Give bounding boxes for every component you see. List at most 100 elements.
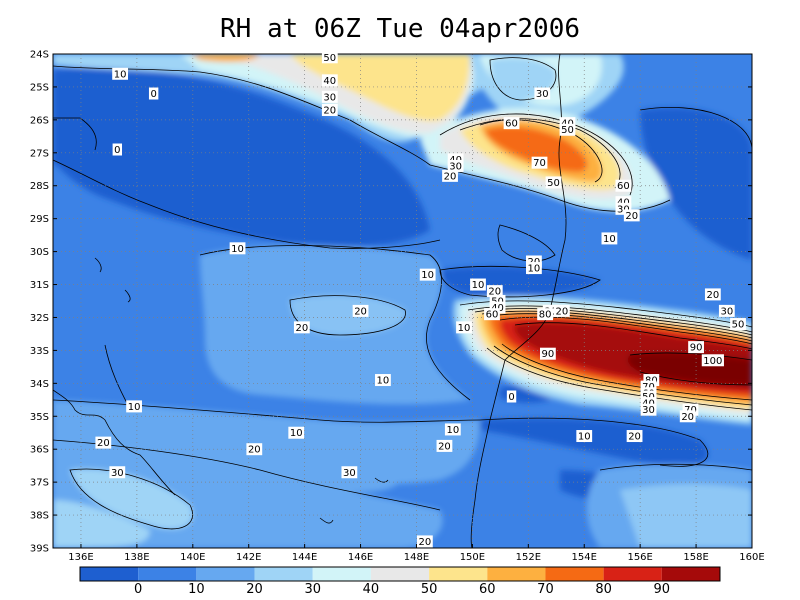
contour-label-text: 30 bbox=[449, 161, 462, 172]
grid-lines bbox=[53, 54, 752, 548]
contour-label-text: 10 bbox=[128, 402, 141, 413]
colorbar-swatch bbox=[196, 567, 255, 581]
contour-label: 10 bbox=[526, 262, 542, 275]
contour-label-text: 20 bbox=[97, 438, 110, 449]
colorbar: 0 10 20 30 40 50 60 70 80 90 bbox=[79, 566, 721, 597]
lat-tick-label: 32S bbox=[30, 313, 49, 324]
contour-label-layer: 5010400302030405060070403020506040302010… bbox=[95, 51, 746, 548]
contour-label-box bbox=[112, 67, 129, 80]
contour-label-text: 20 bbox=[706, 290, 719, 301]
lon-tick-label: 160E bbox=[739, 552, 764, 563]
contour-label-text: 20 bbox=[354, 306, 367, 317]
contour-label-box bbox=[375, 374, 391, 387]
lat-tick-label: 29S bbox=[30, 214, 49, 225]
contour-label-text: 10 bbox=[472, 280, 485, 291]
lat-tick-label: 24S bbox=[30, 50, 49, 61]
contour-label-box bbox=[526, 255, 542, 268]
contour-label-box bbox=[688, 341, 704, 354]
contour-label: 20 bbox=[416, 535, 433, 548]
lat-tick-label: 39S bbox=[30, 544, 49, 555]
contour-label-text: 70 bbox=[533, 158, 546, 169]
colorbar-swatch bbox=[545, 567, 604, 581]
contour-label-box bbox=[506, 390, 517, 403]
contour-label-text: 90 bbox=[542, 349, 555, 360]
colorbar-label: 60 bbox=[479, 582, 496, 597]
contour-label-box bbox=[293, 321, 310, 334]
lat-tick-label: 34S bbox=[30, 379, 49, 390]
lat-tick-label: 31S bbox=[30, 280, 49, 291]
lon-tick-label: 144E bbox=[292, 552, 317, 563]
contour-label-text: 20 bbox=[323, 105, 336, 116]
contour-label: 0 bbox=[506, 390, 517, 403]
contour-label-box bbox=[531, 156, 548, 169]
contour-label-text: 50 bbox=[561, 125, 574, 136]
contour-label-text: 80 bbox=[539, 310, 552, 321]
contour-label-box bbox=[640, 403, 657, 416]
contour-label: 30 bbox=[718, 304, 735, 317]
contour-label-box bbox=[539, 347, 556, 360]
contour-label: 30 bbox=[341, 466, 358, 479]
contour-label-box bbox=[526, 262, 542, 275]
colorbar-label: 0 bbox=[134, 582, 142, 597]
contour-label-box bbox=[576, 430, 593, 443]
contour-label-text: 20 bbox=[556, 306, 569, 317]
contour-label: 50 bbox=[559, 123, 576, 136]
contour-label-box bbox=[95, 436, 112, 449]
contour-label: 70 bbox=[531, 156, 548, 169]
contour-label-text: 60 bbox=[617, 181, 630, 192]
contour-label-text: 40 bbox=[323, 76, 336, 87]
contour-label-box bbox=[352, 304, 369, 317]
contour-label: 50 bbox=[730, 318, 746, 331]
contour-label-box bbox=[148, 87, 159, 100]
contour-label: 20 bbox=[321, 103, 338, 116]
contour-label-box bbox=[447, 159, 464, 172]
contour-label-text: 50 bbox=[547, 178, 560, 189]
contour-label-text: 0 bbox=[150, 89, 156, 100]
colorbar-label: 30 bbox=[304, 582, 321, 597]
contour-label-box bbox=[701, 354, 724, 367]
lat-tick-label: 26S bbox=[30, 115, 49, 126]
lon-tick-label: 146E bbox=[348, 552, 373, 563]
contour-label-text: 20 bbox=[625, 211, 638, 222]
contour-label: 100 bbox=[701, 354, 724, 367]
contour-label-box bbox=[553, 304, 570, 317]
contour-label-text: 30 bbox=[343, 468, 356, 479]
lon-tick-label: 158E bbox=[683, 552, 708, 563]
lat-tick-label: 28S bbox=[30, 181, 49, 192]
colorbar-swatch bbox=[487, 567, 546, 581]
lat-tick-label: 35S bbox=[30, 412, 49, 423]
contour-label-box bbox=[246, 443, 263, 456]
contour-label-text: 10 bbox=[114, 69, 127, 80]
colorbar-label: 80 bbox=[595, 582, 612, 597]
contour-label-box bbox=[416, 535, 433, 548]
contour-label-text: 10 bbox=[421, 270, 434, 281]
contour-label: 20 bbox=[436, 439, 453, 452]
contour-label: 20 bbox=[704, 288, 721, 301]
lon-tick-label: 136E bbox=[68, 552, 93, 563]
axis-ticks: 24S 25S 26S 27S 28S 29S 30S 31S 32S 33S 34S 35S 36S 3… bbox=[30, 50, 765, 564]
contour-label-text: 90 bbox=[690, 343, 703, 354]
contour-label-box bbox=[470, 278, 486, 291]
lon-tick-label: 138E bbox=[124, 552, 149, 563]
contour-label: 10 bbox=[576, 430, 593, 443]
contour-label: 0 bbox=[148, 87, 159, 100]
colorbar-frame bbox=[79, 566, 721, 582]
contour-label-text: 20 bbox=[444, 171, 457, 182]
contour-label-text: 60 bbox=[486, 310, 499, 321]
coastline bbox=[53, 54, 567, 548]
contour-label: 20 bbox=[679, 410, 696, 423]
contour-label-box bbox=[537, 308, 553, 321]
contour-label-box bbox=[730, 318, 746, 331]
contour-label-text: 20 bbox=[488, 287, 501, 298]
humidity-fill-layer bbox=[53, 54, 752, 548]
lon-tick-label: 152E bbox=[516, 552, 541, 563]
contour-label-text: 20 bbox=[681, 412, 694, 423]
colorbar-label: 70 bbox=[537, 582, 554, 597]
contour-label-box bbox=[704, 288, 721, 301]
lon-tick-label: 142E bbox=[236, 552, 261, 563]
colorbar-swatch bbox=[370, 567, 430, 581]
colorbar-swatch bbox=[138, 567, 197, 581]
contour-label-text: 30 bbox=[720, 306, 733, 317]
contour-label-text: 20 bbox=[419, 537, 432, 548]
lat-tick-label: 30S bbox=[30, 247, 49, 258]
